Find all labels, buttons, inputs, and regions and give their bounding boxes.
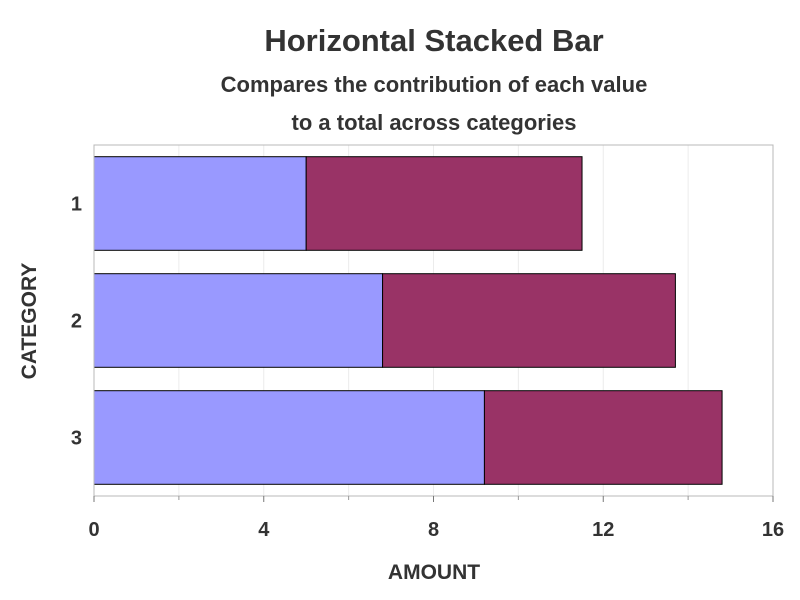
- bar-segment-2: [382, 273, 676, 368]
- x-tick-label: 12: [592, 519, 614, 541]
- chart-subtitle-line-1: Compares the contribution of each value: [221, 72, 648, 97]
- bars: [93, 156, 723, 485]
- x-tick-label: 4: [258, 519, 270, 541]
- bar-segment-1: [93, 156, 307, 251]
- x-axis: 0 4 8 12 16: [88, 495, 784, 541]
- chart-subtitle-line-2: to a total across categories: [292, 110, 577, 135]
- x-tick-label: 0: [88, 519, 99, 541]
- x-axis-label: AMOUNT: [388, 561, 480, 584]
- y-axis: 1 2 3: [71, 145, 95, 496]
- y-tick-label: 1: [71, 194, 82, 216]
- y-tick-label: 2: [71, 311, 82, 333]
- plot-area: 0 4 8 12 16 123: [71, 144, 784, 541]
- x-tick-label: 8: [428, 519, 439, 541]
- y-tick-label: 3: [71, 428, 82, 450]
- bar-segment-1: [93, 273, 384, 368]
- x-tick-label: 16: [762, 519, 784, 541]
- chart-title: Horizontal Stacked Bar: [264, 23, 603, 58]
- bar-segment-1: [93, 390, 485, 485]
- bar-segment-2: [305, 156, 583, 251]
- y-axis-label: CATEGORY: [18, 263, 41, 380]
- bar-segment-2: [483, 390, 723, 485]
